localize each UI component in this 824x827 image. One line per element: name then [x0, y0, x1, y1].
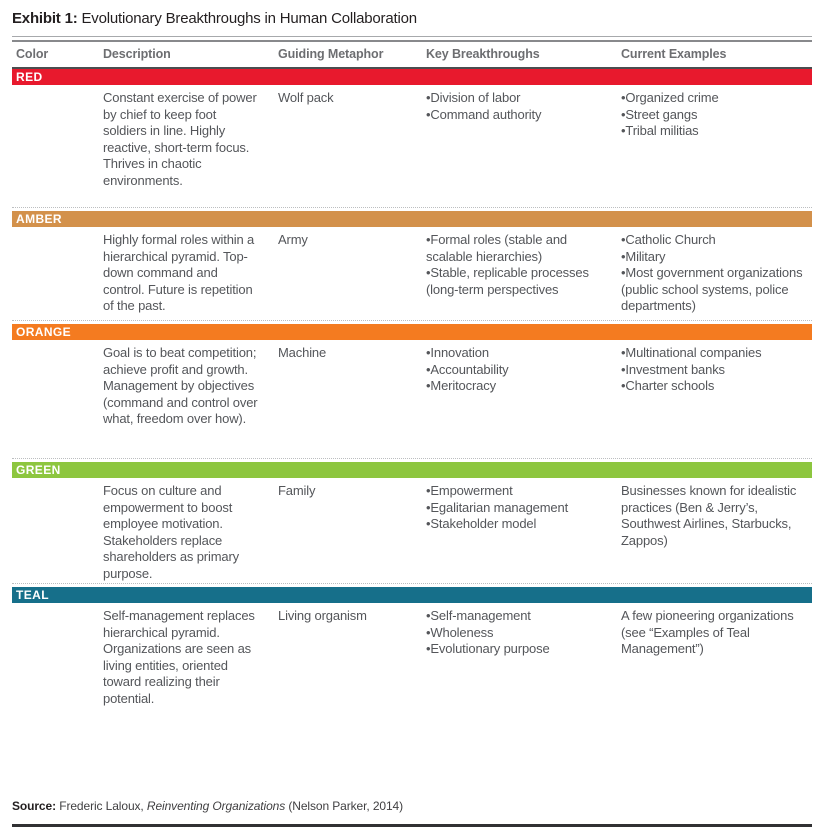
breakthrough-item: Meritocracy: [426, 378, 608, 395]
source-label: Source:: [12, 799, 56, 813]
source-publisher: (Nelson Parker, 2014): [285, 799, 404, 813]
cell-color-spacer: [12, 608, 100, 726]
breakthrough-item: Accountability: [426, 362, 608, 379]
example-item: Charter schools: [621, 378, 810, 395]
breakthrough-item: Evolutionary purpose: [426, 641, 608, 658]
column-header-color: Color: [16, 47, 49, 61]
table-section: ORANGE Goal is to beat competition; achi…: [12, 320, 812, 458]
breakthrough-item: Division of labor: [426, 90, 608, 107]
cell-color-spacer: [12, 90, 100, 207]
example-item: Multinational companies: [621, 345, 810, 362]
color-band: AMBER: [12, 211, 812, 227]
breakthrough-item: Stable, replicable processes (long-term …: [426, 265, 608, 298]
cell-color-spacer: [12, 232, 100, 320]
color-band-label: TEAL: [16, 588, 49, 602]
table: Color Description Guiding Metaphor Key B…: [12, 42, 812, 726]
breakthrough-item: Egalitarian management: [426, 500, 608, 517]
color-band-label: RED: [16, 70, 43, 84]
example-text: Businesses known for idealistic practice…: [621, 483, 797, 548]
section-row: Focus on culture and empowerment to boos…: [12, 478, 812, 583]
color-band-label: ORANGE: [16, 325, 72, 339]
cell-current-examples: A few pioneering organizations (see “Exa…: [618, 608, 812, 726]
cell-guiding-metaphor: Army: [278, 232, 308, 247]
breakthrough-item: Innovation: [426, 345, 608, 362]
cell-current-examples: Businesses known for idealistic practice…: [618, 483, 812, 583]
cell-guiding-metaphor: Living organism: [278, 608, 367, 623]
example-item: Tribal militias: [621, 123, 810, 140]
section-row: Constant exercise of power by chief to k…: [12, 85, 812, 207]
cell-current-examples: Multinational companiesInvestment banksC…: [618, 345, 812, 458]
source-author: Frederic Laloux,: [55, 799, 147, 813]
cell-color-spacer: [12, 345, 100, 458]
table-header-row: Color Description Guiding Metaphor Key B…: [12, 42, 812, 69]
cell-key-breakthroughs: Division of laborCommand authority: [423, 90, 618, 207]
cell-description: Self-management replaces hierarchical py…: [103, 608, 255, 706]
cell-guiding-metaphor: Wolf pack: [278, 90, 334, 105]
example-item: Street gangs: [621, 107, 810, 124]
column-header-description: Description: [103, 47, 171, 61]
section-row: Self-management replaces hierarchical py…: [12, 603, 812, 726]
section-row: Goal is to beat competition; achieve pro…: [12, 340, 812, 458]
breakthrough-item: Self-management: [426, 608, 608, 625]
exhibit-title: Exhibit 1: Evolutionary Breakthroughs in…: [12, 10, 812, 27]
example-item: Military: [621, 249, 810, 266]
cell-color-spacer: [12, 483, 100, 583]
cell-key-breakthroughs: InnovationAccountabilityMeritocracy: [423, 345, 618, 458]
column-header-current-examples: Current Examples: [621, 47, 727, 61]
color-band-label: AMBER: [16, 212, 62, 226]
example-item: Organized crime: [621, 90, 810, 107]
table-section: RED Constant exercise of power by chief …: [12, 69, 812, 207]
example-item: Most government organizations (public sc…: [621, 265, 810, 315]
source-book-title: Reinventing Organizations: [146, 799, 286, 813]
column-header-key-breakthroughs: Key Breakthroughs: [426, 47, 540, 61]
example-item: Investment banks: [621, 362, 810, 379]
cell-current-examples: Catholic ChurchMilitaryMost government o…: [618, 232, 812, 320]
breakthrough-item: Command authority: [426, 107, 608, 124]
cell-key-breakthroughs: Self-managementWholenessEvolutionary pur…: [423, 608, 618, 726]
cell-guiding-metaphor: Machine: [278, 345, 327, 360]
cell-description: Constant exercise of power by chief to k…: [103, 90, 257, 188]
column-header-guiding-metaphor: Guiding Metaphor: [278, 47, 384, 61]
exhibit-title-text: Evolutionary Breakthroughs in Human Coll…: [77, 10, 417, 27]
cell-guiding-metaphor: Family: [278, 483, 316, 498]
example-item: Catholic Church: [621, 232, 810, 249]
color-band: TEAL: [12, 587, 812, 603]
cell-description: Focus on culture and empowerment to boos…: [103, 483, 239, 581]
color-band-label: GREEN: [16, 463, 61, 477]
table-section: TEAL Self-management replaces hierarchic…: [12, 583, 812, 726]
example-text: A few pioneering organizations (see “Exa…: [621, 608, 794, 656]
color-band: GREEN: [12, 462, 812, 478]
table-section: GREEN Focus on culture and empowerment t…: [12, 458, 812, 583]
table-body: RED Constant exercise of power by chief …: [12, 69, 812, 726]
color-band: ORANGE: [12, 324, 812, 340]
top-rule: [12, 36, 812, 42]
section-row: Highly formal roles within a hierarchica…: [12, 227, 812, 320]
breakthrough-item: Wholeness: [426, 625, 608, 642]
source-line: Source: Frederic Laloux, Reinventing Org…: [12, 799, 812, 813]
breakthrough-item: Empowerment: [426, 483, 608, 500]
breakthrough-item: Formal roles (stable and scalable hierar…: [426, 232, 608, 265]
cell-key-breakthroughs: EmpowermentEgalitarian managementStakeho…: [423, 483, 618, 583]
color-band: RED: [12, 69, 812, 85]
cell-description: Highly formal roles within a hierarchica…: [103, 232, 255, 313]
cell-key-breakthroughs: Formal roles (stable and scalable hierar…: [423, 232, 618, 320]
breakthrough-item: Stakeholder model: [426, 516, 608, 533]
cell-description: Goal is to beat competition; achieve pro…: [103, 345, 258, 426]
table-section: AMBER Highly formal roles within a hiera…: [12, 207, 812, 320]
exhibit-label: Exhibit 1:: [12, 10, 78, 27]
cell-current-examples: Organized crimeStreet gangsTribal militi…: [618, 90, 812, 207]
